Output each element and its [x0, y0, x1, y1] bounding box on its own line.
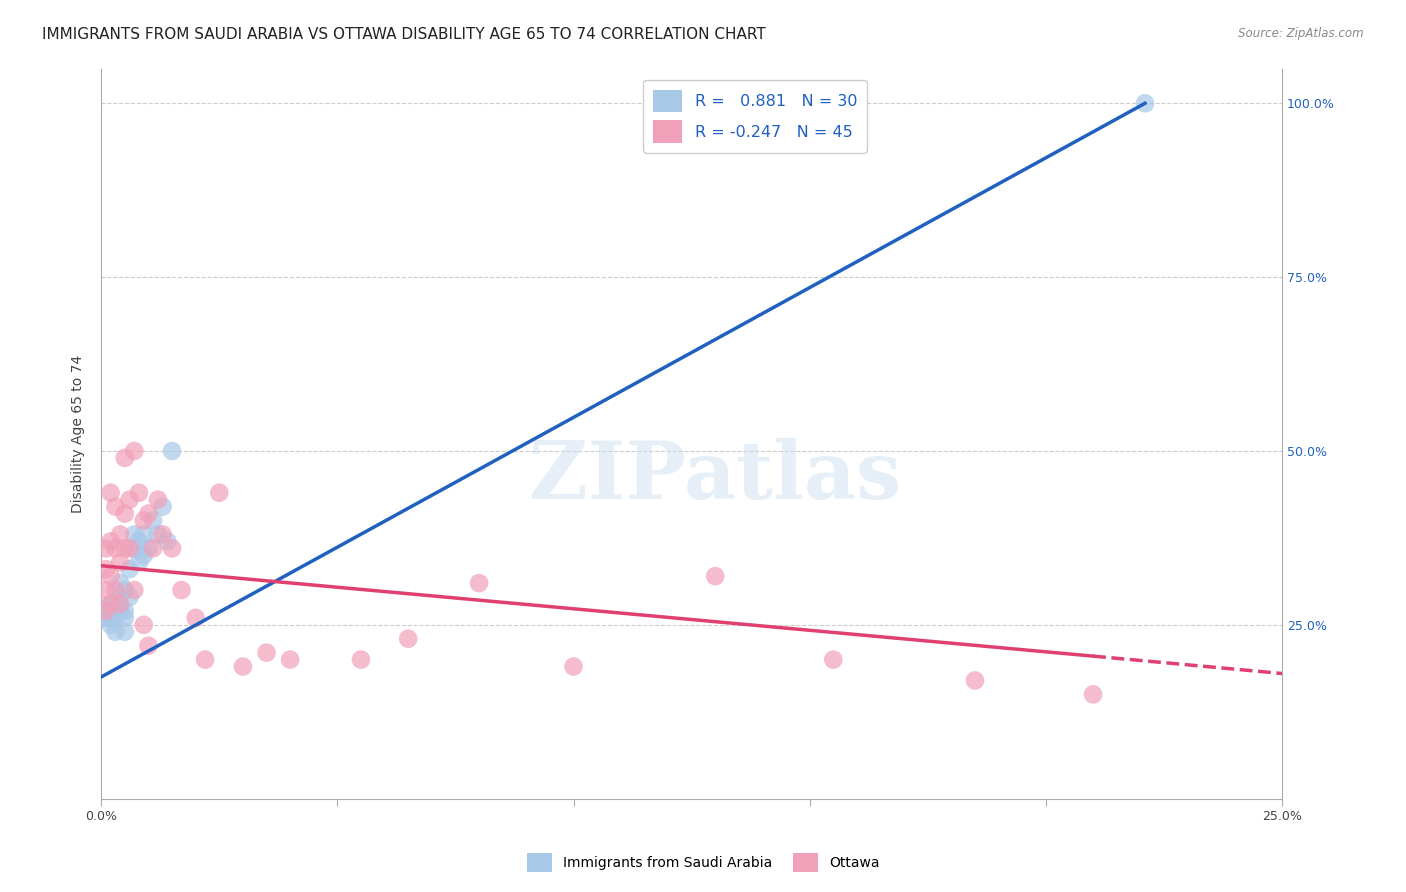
Point [104, 597, 127, 611]
Point [156, 534, 179, 549]
Point [104, 611, 127, 625]
Point [108, 604, 131, 618]
Point [128, 555, 150, 569]
Y-axis label: Disability Age 65 to 74: Disability Age 65 to 74 [72, 354, 86, 513]
Point [396, 632, 419, 646]
Point [114, 450, 136, 465]
Point [94, 541, 117, 556]
Point [94, 583, 117, 598]
Point [704, 569, 727, 583]
Point [256, 646, 278, 660]
Point [232, 659, 254, 673]
Point [104, 500, 127, 514]
Point [100, 597, 122, 611]
Point [152, 500, 174, 514]
Point [124, 541, 146, 556]
Point [124, 527, 146, 541]
Point [100, 485, 122, 500]
Point [194, 652, 217, 666]
Point [118, 492, 141, 507]
Point [142, 541, 165, 556]
Point [114, 624, 136, 639]
Point [100, 597, 122, 611]
Point [124, 583, 146, 598]
Point [94, 604, 117, 618]
Point [114, 611, 136, 625]
Point [108, 597, 131, 611]
Point [114, 507, 136, 521]
Point [100, 611, 122, 625]
Point [146, 492, 169, 507]
Point [118, 562, 141, 576]
Point [1081, 687, 1104, 701]
Point [170, 583, 193, 598]
Point [132, 617, 155, 632]
Point [118, 541, 141, 556]
Point [152, 527, 174, 541]
Point [350, 652, 373, 666]
Point [128, 534, 150, 549]
Point [208, 485, 231, 500]
Legend: Immigrants from Saudi Arabia, Ottawa: Immigrants from Saudi Arabia, Ottawa [522, 847, 884, 878]
Point [118, 590, 141, 604]
Point [114, 604, 136, 618]
Point [114, 583, 136, 598]
Point [104, 624, 127, 639]
Text: Source: ZipAtlas.com: Source: ZipAtlas.com [1239, 27, 1364, 40]
Point [468, 576, 491, 591]
Point [104, 583, 127, 598]
Point [160, 444, 183, 458]
Point [823, 652, 845, 666]
Point [1133, 96, 1156, 111]
Point [132, 549, 155, 563]
Point [108, 555, 131, 569]
Point [184, 611, 207, 625]
Point [128, 485, 150, 500]
Point [562, 659, 585, 673]
Point [142, 514, 165, 528]
Point [104, 541, 127, 556]
Point [138, 541, 160, 556]
Point [138, 507, 160, 521]
Point [160, 541, 183, 556]
Text: IMMIGRANTS FROM SAUDI ARABIA VS OTTAWA DISABILITY AGE 65 TO 74 CORRELATION CHART: IMMIGRANTS FROM SAUDI ARABIA VS OTTAWA D… [42, 27, 766, 42]
Point [100, 569, 122, 583]
Point [108, 527, 131, 541]
Point [146, 527, 169, 541]
Point [138, 639, 160, 653]
Point [963, 673, 986, 688]
Point [124, 444, 146, 458]
Legend: R =   0.881   N = 30, R = -0.247   N = 45: R = 0.881 N = 30, R = -0.247 N = 45 [644, 80, 866, 153]
Point [114, 541, 136, 556]
Point [132, 514, 155, 528]
Point [94, 611, 117, 625]
Point [108, 590, 131, 604]
Point [94, 604, 117, 618]
Point [100, 617, 122, 632]
Point [278, 652, 301, 666]
Point [108, 576, 131, 591]
Text: ZIPatlas: ZIPatlas [529, 438, 901, 516]
Point [94, 562, 117, 576]
Point [100, 534, 122, 549]
Point [132, 527, 155, 541]
